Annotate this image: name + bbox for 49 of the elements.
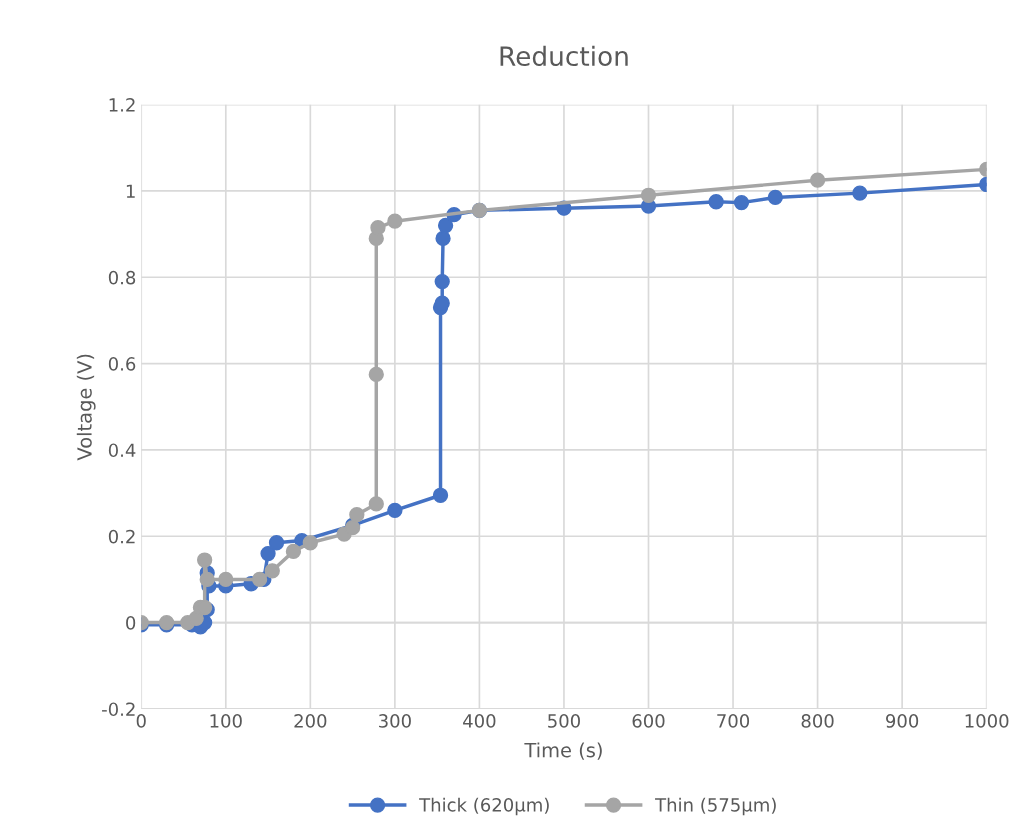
x-tick-label: 200 — [294, 714, 327, 728]
legend-label: Thick (620µm) — [419, 797, 549, 816]
point — [387, 502, 403, 519]
y-tick-label: 0 — [126, 616, 136, 630]
point — [199, 571, 215, 588]
y-axis-title: Voltage (V) — [76, 354, 96, 461]
point — [368, 366, 384, 383]
point — [437, 217, 454, 234]
point — [349, 507, 365, 523]
x-tick-label: 1000 — [965, 714, 1009, 728]
x-tick-label: 700 — [717, 714, 750, 728]
point — [434, 273, 450, 290]
y-tick-label: -0.2 — [102, 702, 135, 717]
point — [809, 172, 826, 188]
x-tick-label: 400 — [463, 714, 496, 728]
x-tick-label: 500 — [548, 714, 580, 728]
point — [435, 230, 451, 247]
legend-label: Thin (575µm) — [655, 797, 776, 816]
point — [387, 213, 403, 229]
point — [268, 535, 285, 551]
point — [368, 496, 384, 512]
y-tick-label: 0.4 — [108, 443, 136, 458]
point — [432, 487, 449, 503]
point — [218, 571, 234, 588]
chart-title: Reduction — [500, 45, 628, 67]
point — [251, 571, 268, 588]
point — [285, 543, 302, 560]
point — [264, 563, 280, 579]
x-tick-label: 300 — [379, 714, 411, 728]
point — [302, 535, 318, 551]
y-tick-label: 1 — [126, 184, 135, 198]
point — [852, 185, 868, 201]
y-tick-label: 0.8 — [108, 270, 136, 285]
point — [370, 220, 386, 236]
point — [767, 189, 783, 206]
point — [197, 552, 213, 568]
x-tick-label: 0 — [136, 714, 146, 728]
x-tick-label: 100 — [210, 714, 242, 728]
x-axis-title: Time (s) — [524, 742, 602, 760]
point — [733, 194, 750, 211]
point — [640, 187, 657, 203]
x-tick-label: 900 — [886, 714, 919, 728]
x-tick-label: 600 — [632, 714, 665, 728]
point — [708, 194, 724, 210]
point — [260, 545, 276, 562]
y-tick-label: 0.2 — [108, 529, 135, 544]
y-tick-label: 0.6 — [108, 357, 136, 371]
x-tick-label: 800 — [801, 714, 834, 728]
y-tick-label: 1.2 — [109, 98, 135, 112]
